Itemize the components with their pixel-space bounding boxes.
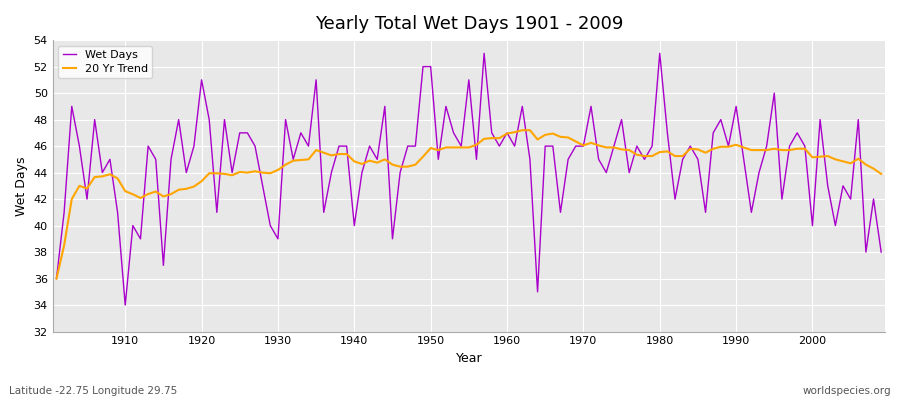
Y-axis label: Wet Days: Wet Days [15,156,28,216]
20 Yr Trend [112,176,123,181]
Title: Yearly Total Wet Days 1901 - 2009: Yearly Total Wet Days 1901 - 2009 [315,15,623,33]
Wet Days [517,104,527,109]
Wet Days [509,144,520,148]
Wet Days [876,250,886,254]
X-axis label: Year: Year [455,352,482,365]
20 Yr Trend [494,136,505,140]
20 Yr Trend [601,145,612,150]
Line: 20 Yr Trend: 20 Yr Trend [57,130,881,278]
Wet Days [334,144,345,148]
20 Yr Trend [517,128,527,133]
Wet Days [120,303,130,308]
Text: worldspecies.org: worldspecies.org [803,386,891,396]
20 Yr Trend [280,162,291,167]
Line: Wet Days: Wet Days [57,53,881,305]
Wet Days [288,157,299,162]
Wet Days [51,276,62,281]
Text: Latitude -22.75 Longitude 29.75: Latitude -22.75 Longitude 29.75 [9,386,177,396]
Wet Days [479,51,490,56]
Wet Days [608,144,619,148]
20 Yr Trend [876,172,886,176]
20 Yr Trend [51,276,62,281]
Wet Days [112,210,123,215]
20 Yr Trend [326,153,337,158]
Legend: Wet Days, 20 Yr Trend: Wet Days, 20 Yr Trend [58,46,152,78]
20 Yr Trend [501,131,512,136]
